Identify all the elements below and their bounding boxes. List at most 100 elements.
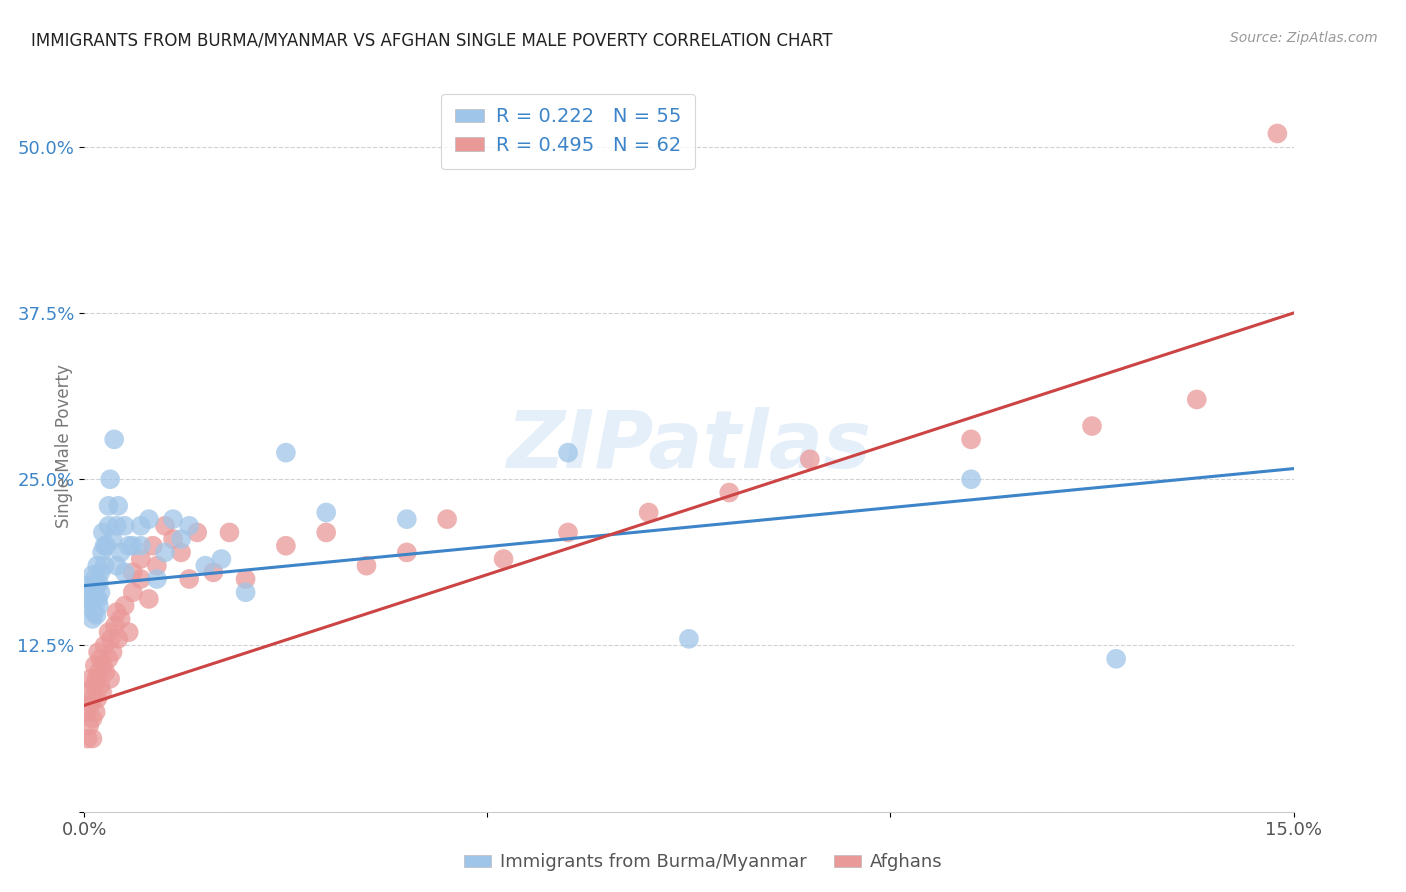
Point bbox=[77, 591, 100, 606]
Point bbox=[129, 572, 152, 586]
Point bbox=[83, 678, 105, 692]
Point bbox=[142, 539, 165, 553]
Point bbox=[76, 731, 98, 746]
Point bbox=[84, 705, 107, 719]
Point bbox=[76, 705, 98, 719]
Point bbox=[94, 665, 117, 679]
Point bbox=[138, 512, 160, 526]
Point bbox=[94, 539, 117, 553]
Point bbox=[557, 525, 579, 540]
Point bbox=[395, 545, 418, 559]
Point bbox=[1267, 127, 1289, 141]
Point bbox=[218, 525, 240, 540]
Point bbox=[83, 589, 105, 603]
Point bbox=[274, 539, 297, 553]
Point bbox=[179, 518, 201, 533]
Point bbox=[89, 652, 111, 666]
Point bbox=[107, 632, 129, 646]
Point bbox=[82, 712, 104, 726]
Point bbox=[101, 532, 124, 546]
Point bbox=[87, 576, 110, 591]
Point bbox=[97, 652, 120, 666]
Point bbox=[87, 665, 110, 679]
Point bbox=[235, 572, 257, 586]
Point bbox=[186, 525, 208, 540]
Point bbox=[83, 605, 105, 619]
Point bbox=[93, 639, 115, 653]
Point bbox=[105, 558, 128, 573]
Point bbox=[77, 599, 100, 613]
Point bbox=[315, 506, 337, 520]
Point bbox=[179, 572, 201, 586]
Point bbox=[194, 558, 217, 573]
Point bbox=[77, 685, 100, 699]
Point bbox=[114, 599, 136, 613]
Text: IMMIGRANTS FROM BURMA/MYANMAR VS AFGHAN SINGLE MALE POVERTY CORRELATION CHART: IMMIGRANTS FROM BURMA/MYANMAR VS AFGHAN … bbox=[31, 31, 832, 49]
Point bbox=[103, 433, 125, 447]
Point bbox=[86, 579, 108, 593]
Point bbox=[105, 605, 128, 619]
Point bbox=[86, 558, 108, 573]
Point bbox=[105, 518, 128, 533]
Point bbox=[170, 545, 193, 559]
Point bbox=[114, 518, 136, 533]
Point bbox=[91, 658, 114, 673]
Point bbox=[235, 585, 257, 599]
Point bbox=[138, 591, 160, 606]
Point bbox=[118, 625, 141, 640]
Point bbox=[82, 731, 104, 746]
Point bbox=[97, 518, 120, 533]
Point bbox=[76, 579, 98, 593]
Point bbox=[97, 499, 120, 513]
Point bbox=[77, 718, 100, 732]
Point bbox=[86, 691, 108, 706]
Point bbox=[129, 539, 152, 553]
Point bbox=[960, 433, 983, 447]
Point bbox=[202, 566, 225, 580]
Point bbox=[1185, 392, 1208, 407]
Point bbox=[1105, 652, 1128, 666]
Legend: Immigrants from Burma/Myanmar, Afghans: Immigrants from Burma/Myanmar, Afghans bbox=[457, 847, 949, 879]
Point bbox=[799, 452, 821, 467]
Point bbox=[104, 618, 127, 632]
Point bbox=[97, 625, 120, 640]
Point bbox=[146, 572, 169, 586]
Point bbox=[87, 599, 110, 613]
Point bbox=[395, 512, 418, 526]
Point bbox=[83, 572, 105, 586]
Point bbox=[153, 518, 176, 533]
Text: ZIPatlas: ZIPatlas bbox=[506, 407, 872, 485]
Point bbox=[492, 552, 515, 566]
Point bbox=[960, 472, 983, 486]
Point bbox=[93, 539, 115, 553]
Point bbox=[162, 532, 184, 546]
Text: Source: ZipAtlas.com: Source: ZipAtlas.com bbox=[1230, 31, 1378, 45]
Point bbox=[107, 499, 129, 513]
Point bbox=[86, 607, 108, 622]
Point bbox=[83, 658, 105, 673]
Point bbox=[80, 585, 103, 599]
Point bbox=[80, 672, 103, 686]
Point bbox=[89, 585, 111, 599]
Point bbox=[718, 485, 741, 500]
Point bbox=[678, 632, 700, 646]
Point bbox=[93, 558, 115, 573]
Point bbox=[91, 545, 114, 559]
Point bbox=[121, 539, 143, 553]
Point bbox=[82, 691, 104, 706]
Point bbox=[1081, 419, 1104, 434]
Point bbox=[98, 672, 121, 686]
Point bbox=[91, 525, 114, 540]
Point bbox=[98, 472, 121, 486]
Point bbox=[121, 566, 143, 580]
Point bbox=[274, 445, 297, 459]
Point bbox=[118, 539, 141, 553]
Point bbox=[87, 645, 110, 659]
Point bbox=[89, 566, 111, 580]
Point bbox=[110, 612, 132, 626]
Point bbox=[87, 591, 110, 606]
Point bbox=[89, 678, 111, 692]
Legend: R = 0.222   N = 55, R = 0.495   N = 62: R = 0.222 N = 55, R = 0.495 N = 62 bbox=[441, 94, 695, 169]
Point bbox=[91, 685, 114, 699]
Point bbox=[82, 582, 104, 596]
